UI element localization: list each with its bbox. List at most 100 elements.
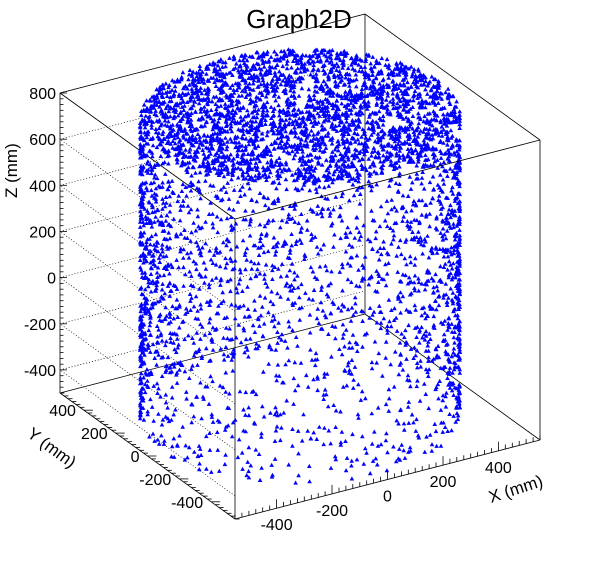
data-point bbox=[247, 222, 253, 227]
data-point bbox=[349, 463, 354, 468]
data-point bbox=[272, 70, 278, 75]
data-point bbox=[159, 246, 165, 251]
data-point bbox=[391, 99, 396, 104]
data-point bbox=[166, 179, 171, 184]
data-point bbox=[208, 257, 214, 262]
data-point bbox=[418, 364, 424, 369]
data-point bbox=[407, 124, 413, 129]
data-point bbox=[354, 225, 360, 230]
data-point bbox=[346, 131, 351, 136]
data-point bbox=[452, 352, 458, 357]
data-point bbox=[393, 143, 399, 148]
data-point bbox=[327, 213, 333, 218]
data-point bbox=[166, 321, 171, 326]
data-point bbox=[229, 129, 235, 134]
data-point bbox=[400, 367, 406, 372]
data-point bbox=[370, 458, 376, 463]
data-point bbox=[175, 135, 181, 140]
data-point bbox=[284, 111, 289, 116]
data-point bbox=[394, 160, 399, 165]
data-point bbox=[225, 405, 230, 410]
data-point bbox=[150, 205, 155, 210]
data-point bbox=[145, 412, 150, 417]
data-point bbox=[400, 77, 406, 82]
data-point bbox=[215, 134, 220, 139]
data-point bbox=[452, 325, 458, 330]
data-point bbox=[275, 85, 280, 90]
data-point bbox=[350, 332, 356, 337]
data-point bbox=[457, 398, 462, 403]
data-point bbox=[364, 84, 369, 89]
data-point bbox=[331, 156, 336, 161]
data-point bbox=[242, 161, 248, 166]
data-point bbox=[456, 306, 461, 311]
data-point bbox=[392, 205, 397, 210]
data-point bbox=[428, 336, 433, 341]
data-point bbox=[290, 328, 295, 333]
data-point bbox=[191, 259, 196, 264]
data-point bbox=[226, 169, 231, 174]
data-point bbox=[393, 459, 399, 464]
data-point bbox=[304, 142, 310, 147]
data-point bbox=[219, 146, 224, 151]
data-point bbox=[378, 129, 384, 134]
data-point bbox=[280, 78, 286, 83]
data-point bbox=[330, 102, 335, 107]
data-point bbox=[197, 170, 203, 175]
data-point bbox=[186, 154, 192, 159]
data-point bbox=[237, 188, 243, 193]
data-point bbox=[149, 125, 154, 130]
data-point bbox=[265, 165, 270, 170]
data-point bbox=[183, 272, 188, 277]
data-point bbox=[448, 135, 454, 140]
data-point bbox=[159, 294, 164, 299]
data-point bbox=[283, 283, 288, 288]
data-point bbox=[343, 468, 349, 473]
data-point bbox=[162, 228, 167, 233]
data-point bbox=[450, 175, 456, 180]
data-point bbox=[180, 182, 186, 187]
data-point bbox=[287, 48, 293, 53]
data-point bbox=[435, 113, 440, 118]
data-point bbox=[350, 182, 356, 187]
data-point bbox=[211, 94, 216, 99]
data-point bbox=[313, 154, 318, 159]
data-point bbox=[180, 424, 185, 429]
data-point bbox=[290, 302, 296, 307]
data-point bbox=[412, 235, 417, 240]
data-point bbox=[223, 189, 229, 194]
data-point bbox=[221, 357, 227, 362]
data-point bbox=[381, 245, 387, 250]
data-point bbox=[288, 83, 293, 88]
data-point bbox=[141, 230, 147, 235]
data-point bbox=[298, 172, 303, 177]
data-point bbox=[155, 161, 160, 166]
data-point bbox=[159, 338, 165, 343]
data-point bbox=[425, 343, 431, 348]
data-point bbox=[228, 152, 233, 157]
data-point bbox=[262, 272, 267, 277]
data-point bbox=[284, 99, 290, 104]
data-point bbox=[448, 128, 454, 133]
data-point bbox=[395, 269, 400, 274]
data-point bbox=[384, 271, 390, 276]
data-point bbox=[363, 70, 368, 75]
data-point bbox=[364, 331, 370, 336]
data-point bbox=[351, 156, 357, 161]
data-point bbox=[359, 58, 365, 63]
data-point bbox=[438, 119, 443, 125]
data-point bbox=[265, 81, 270, 86]
data-point bbox=[245, 306, 251, 311]
data-point bbox=[454, 171, 459, 176]
data-point bbox=[188, 307, 193, 312]
data-point bbox=[187, 160, 192, 165]
data-point bbox=[354, 167, 359, 172]
data-point bbox=[304, 116, 310, 121]
data-point bbox=[236, 84, 242, 89]
data-point bbox=[139, 285, 144, 290]
data-point bbox=[405, 86, 411, 91]
data-point bbox=[177, 118, 183, 123]
data-point bbox=[416, 288, 421, 293]
data-point bbox=[314, 131, 320, 136]
data-point bbox=[409, 412, 415, 417]
